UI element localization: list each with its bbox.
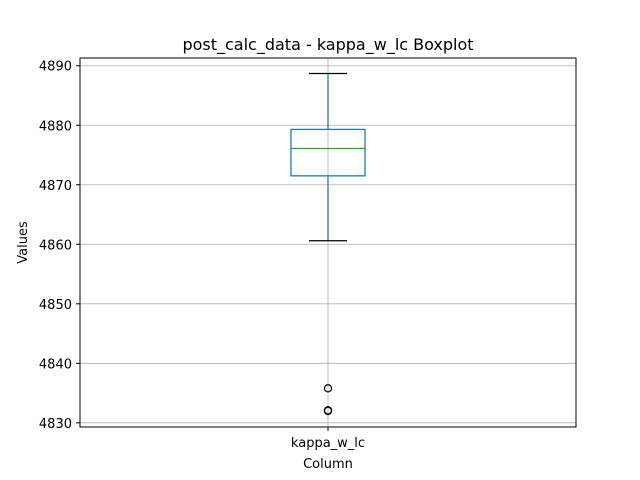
x-tick-label: kappa_w_lc: [291, 436, 365, 451]
outlier-point: [323, 406, 333, 416]
plot-area-frame: [79, 57, 577, 428]
iqr-box: [290, 128, 366, 177]
y-tick-label: 4840: [39, 357, 72, 372]
chart-title: post_calc_data - kappa_w_lc Boxplot: [182, 35, 473, 55]
y-axis-ticks: 4830 4840 4850 4860 4870 4880 4890: [39, 60, 80, 432]
y-tick-label: 4890: [39, 60, 72, 75]
y-tick-label: 4850: [39, 298, 72, 313]
y-tick-label: 4870: [39, 179, 72, 194]
box-series: [290, 72, 366, 416]
y-tick-label: 4880: [39, 119, 72, 134]
y-tick-label: 4860: [39, 238, 72, 253]
y-axis-label: Values: [16, 221, 31, 264]
y-tick-label: 4830: [39, 417, 72, 432]
outlier-point: [323, 384, 333, 393]
x-axis-ticks: kappa_w_lc: [291, 427, 365, 451]
x-axis-label: Column: [303, 457, 353, 472]
